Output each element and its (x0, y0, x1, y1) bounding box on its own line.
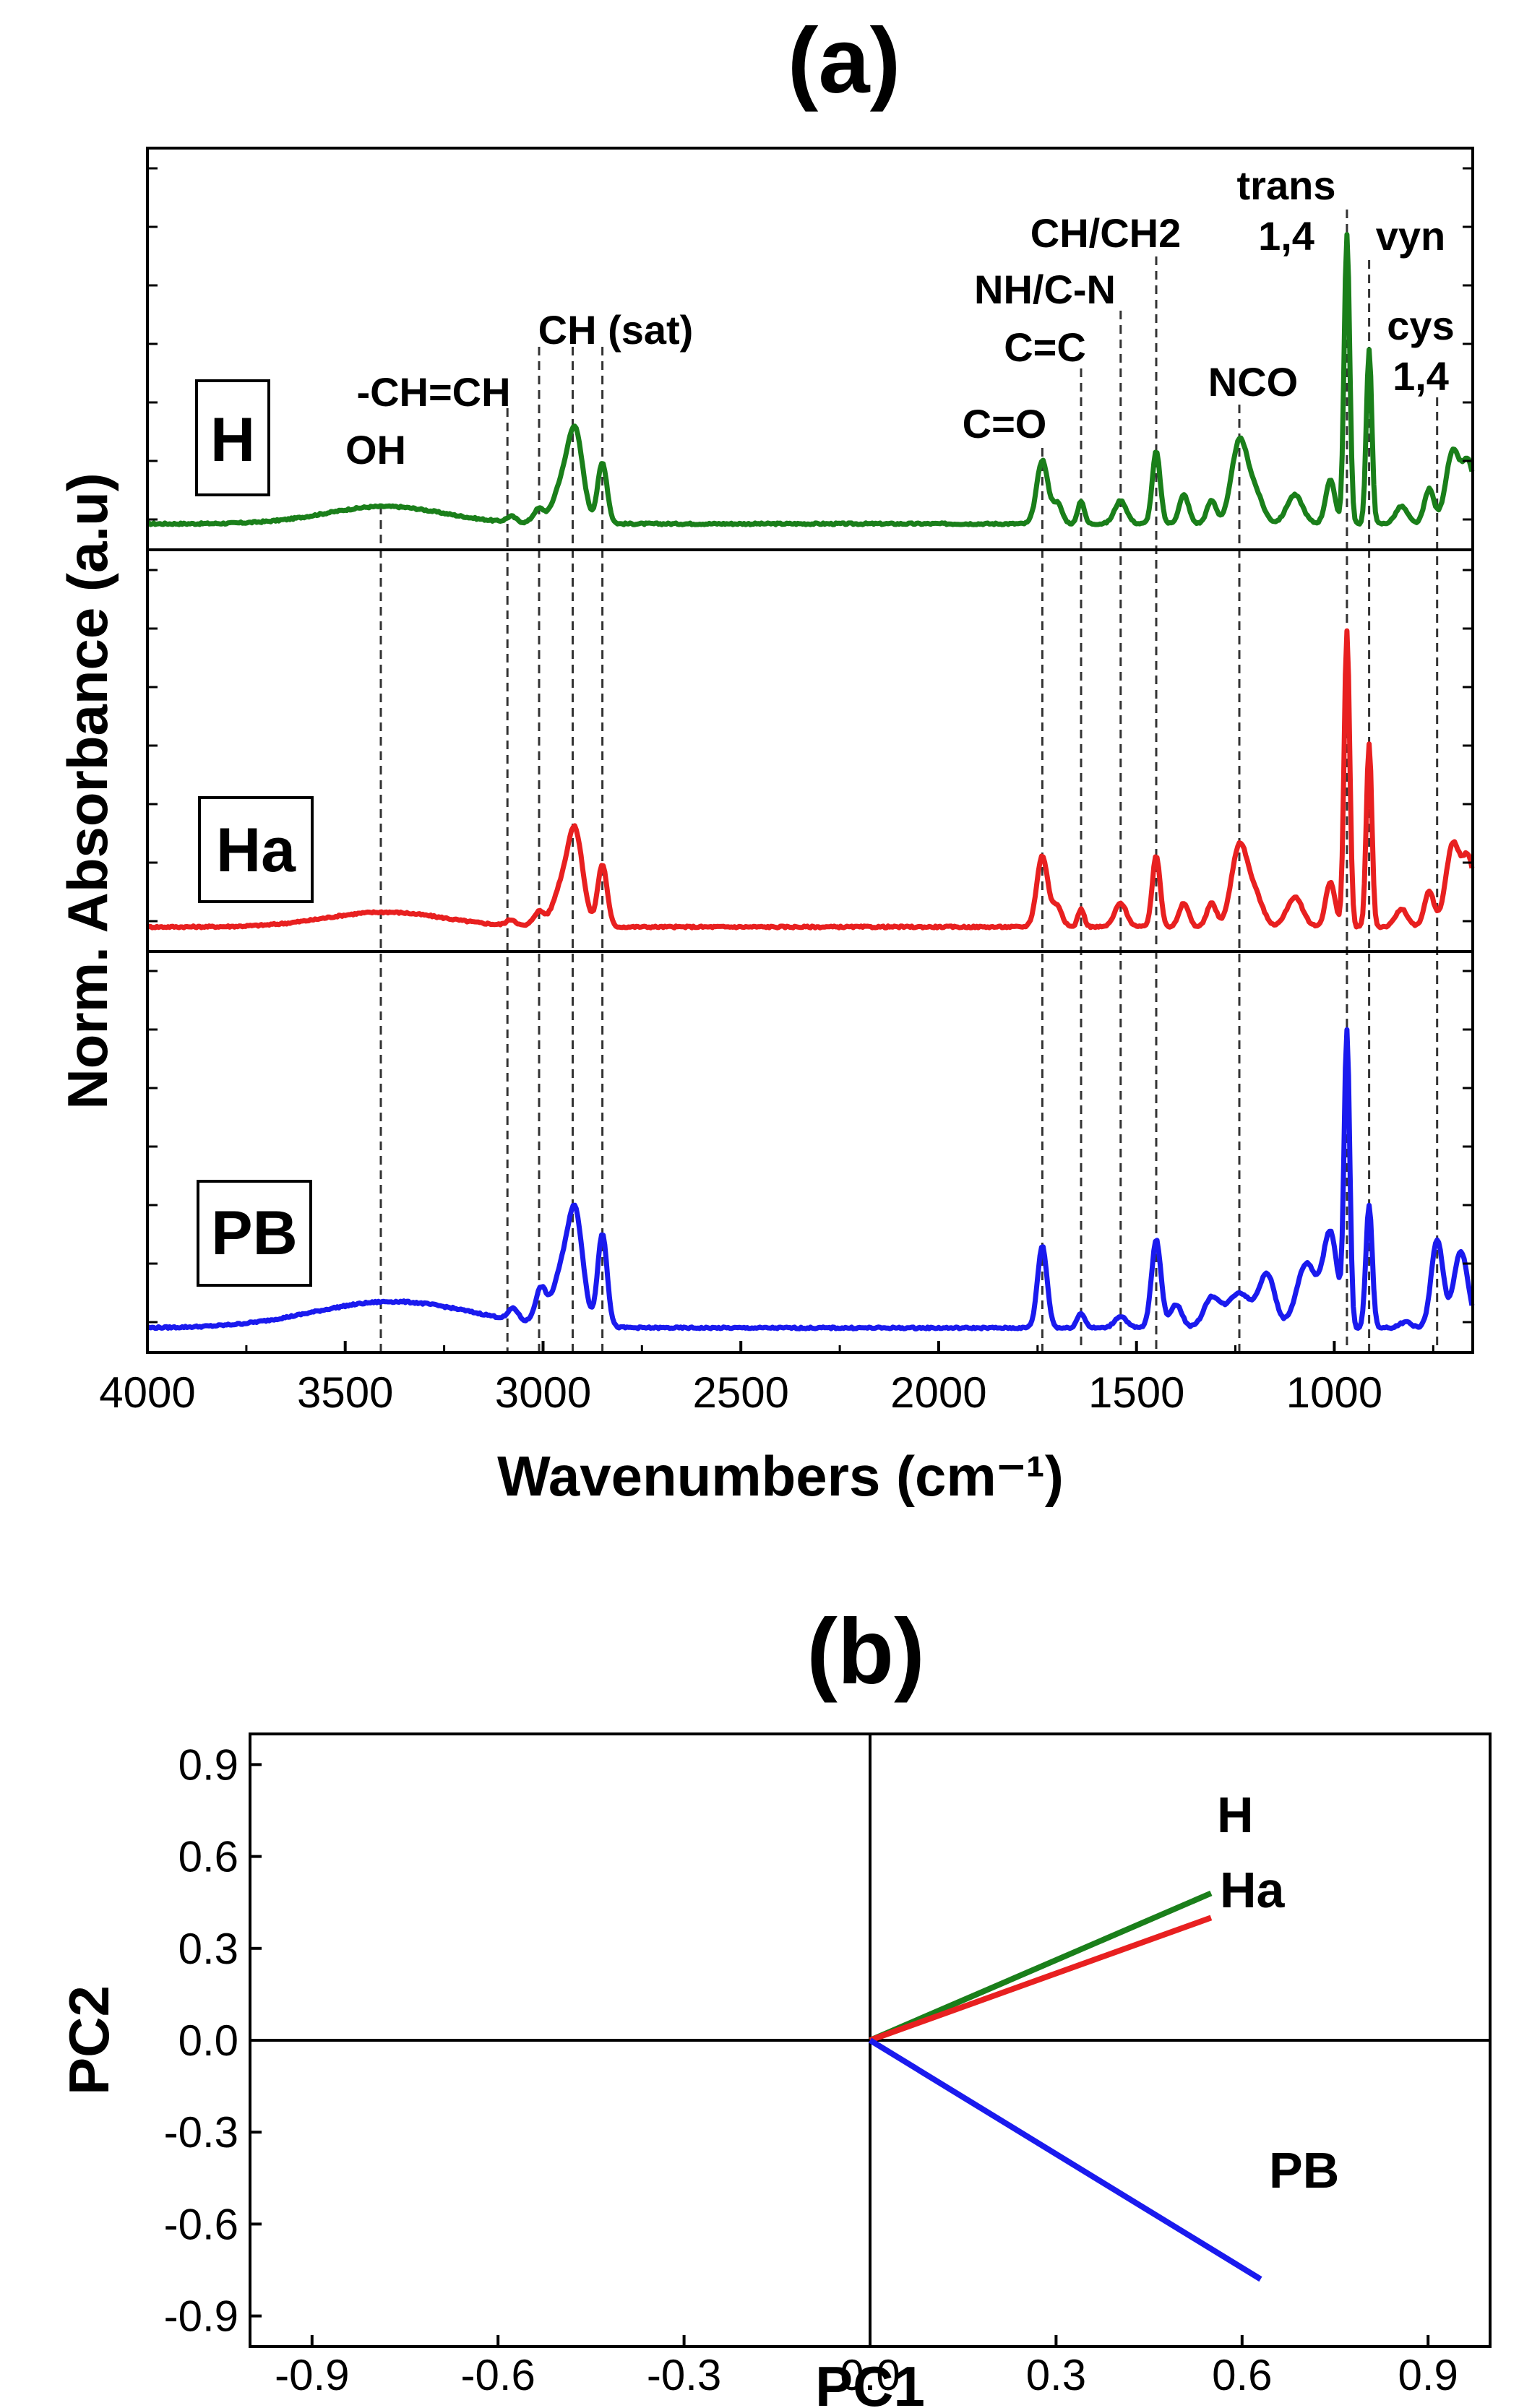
peak-guide-lines (379, 210, 1439, 1352)
annotation-ch-ch2: CH/CH2 (1030, 210, 1181, 256)
spectra-x-tick-label: 3000 (495, 1368, 591, 1417)
spectrum-panel-pb-frame (146, 950, 1474, 1354)
pca-y-tick-label: 0.9 (178, 1740, 238, 1789)
pca-y-tick-label: 0.0 (178, 2016, 238, 2065)
vector-label-h: H (1217, 1787, 1254, 1843)
panel-a-title: (a) (788, 9, 900, 113)
sample-box-h (195, 379, 270, 496)
spectra-x-tick-label: 1500 (1088, 1368, 1184, 1417)
annotation-trans-1-4: 1,4 (1258, 213, 1314, 259)
spectra-x-axis-label: Wavenumbers (cm⁻¹) (497, 1444, 1064, 1508)
spectrum-panel-h-frame (146, 147, 1474, 551)
spectrum-line-pb (146, 1027, 1475, 1332)
pca-y-axis-label: PC2 (57, 1985, 121, 2095)
pca-x-tick-label: -0.6 (461, 2351, 535, 2399)
sample-box-pb (197, 1180, 312, 1287)
sample-box-ha (198, 796, 314, 903)
loading-vector-h (869, 1890, 1213, 2043)
annotation-ch-eq-ch: -CH=CH (356, 369, 510, 415)
spectra-x-tick-label: 4000 (99, 1368, 195, 1417)
vector-label-ha: Ha (1220, 1862, 1286, 1918)
spectra-x-tick-label: 2000 (890, 1368, 986, 1417)
pca-y-tick-label: -0.6 (164, 2200, 238, 2248)
pca-x-tick-label: -0.3 (647, 2351, 721, 2399)
pca-x-tick-label: 0.3 (1026, 2351, 1086, 2399)
loading-vector-pb (868, 2037, 1262, 2282)
annotation-nh-cn: NH/C-N (974, 267, 1116, 312)
annotation-trans: trans (1237, 163, 1336, 208)
spectrum-panel-ha-frame (146, 548, 1474, 953)
sample-label-h: H (210, 405, 255, 475)
pca-y-tick-label: 0.3 (178, 1925, 238, 1973)
sample-label-pb: PB (211, 1199, 297, 1268)
annotation-nco: NCO (1208, 359, 1298, 405)
spectra-y-axis-label: Norm. Absorbance (a.u) (56, 472, 119, 1109)
annotation-oh: OH (345, 427, 406, 472)
vector-label-pb: PB (1269, 2142, 1339, 2198)
annotation-cys-1-4: 1,4 (1393, 353, 1449, 399)
pca-loading-vectors (868, 1890, 1262, 2282)
pca-y-tick-label: 0.6 (178, 1833, 238, 1881)
loading-vector-ha (869, 1915, 1213, 2043)
pca-y-tick-label: -0.9 (164, 2292, 238, 2341)
annotation-ch-sat: CH (sat) (538, 307, 694, 353)
annotation-cys: cys (1387, 303, 1454, 348)
spectra-x-tick-label: 2500 (692, 1368, 788, 1417)
spectrum-line-h (146, 232, 1475, 527)
annotation-c-eq-c: C=C (1004, 324, 1086, 370)
pca-x-tick-label: 0.6 (1212, 2351, 1272, 2399)
spectra-axis-ticks: 4000 3500 3000 2500 2000 1500 1000 (99, 167, 1473, 1417)
annotation-c-eq-o: C=O (963, 401, 1047, 446)
pca-axis-ticks: -0.9 -0.6 -0.3 0.0 0.3 0.6 0.9 0.9 0.6 0.3 0.0 -0.3… (164, 1740, 1458, 2399)
pca-y-tick-label: -0.3 (164, 2108, 238, 2157)
spectra-x-tick-label: 1000 (1286, 1368, 1382, 1417)
annotation-vyn: vyn (1376, 213, 1446, 259)
spectra-x-tick-label: 3500 (297, 1368, 393, 1417)
pca-x-tick-label: -0.9 (275, 2351, 349, 2399)
spectrum-line-ha (145, 628, 1475, 931)
panel-b-title: (b) (806, 1600, 924, 1704)
pca-x-axis-label: PC1 (815, 2355, 925, 2408)
pca-x-tick-label: 0.9 (1398, 2351, 1458, 2399)
pca-x-tick-label: 0.0 (840, 2351, 900, 2399)
spectra-curves (145, 232, 1475, 1332)
sample-label-ha: Ha (216, 816, 296, 885)
